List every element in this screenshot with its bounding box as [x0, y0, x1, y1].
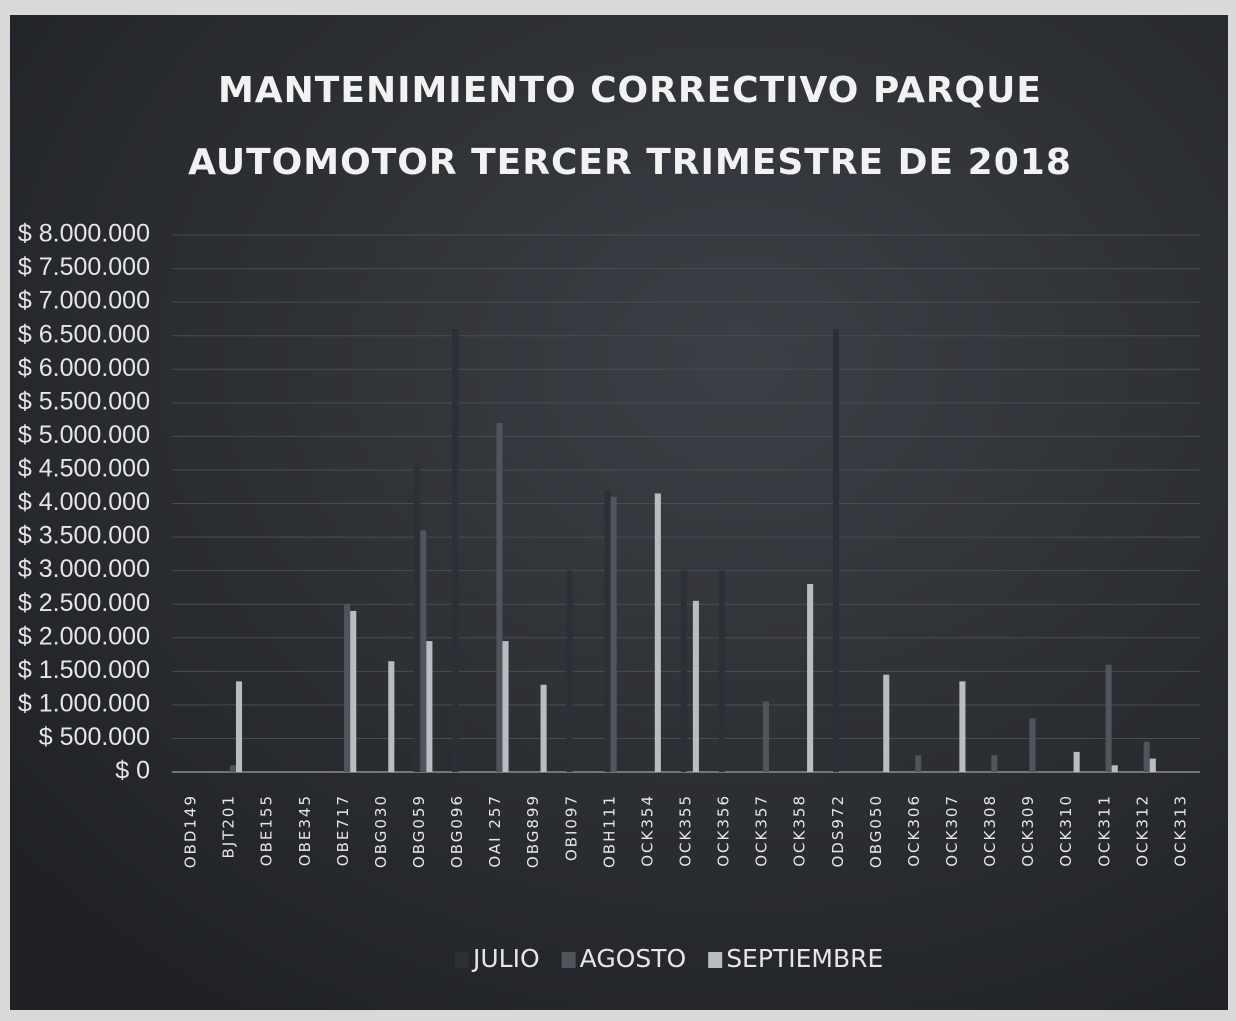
bar — [420, 530, 427, 772]
x-tick-label: OCK313 — [1171, 794, 1189, 867]
bar — [762, 701, 770, 772]
x-tick-label: OCK311 — [1095, 794, 1113, 867]
x-tick-label: OCK355 — [677, 794, 695, 867]
bar — [1143, 741, 1150, 772]
x-tick-label: OCK357 — [753, 794, 771, 867]
x-tick-label: OBG059 — [410, 794, 428, 868]
x-tick-label: OCK308 — [981, 794, 999, 867]
bar — [959, 681, 966, 772]
x-tick-label: OCK358 — [791, 794, 809, 867]
x-tick-label: OBE155 — [258, 794, 276, 866]
y-tick-label: $ 6.000.000 — [18, 354, 150, 382]
bar — [540, 684, 547, 772]
y-tick-label: $ 3.500.000 — [18, 522, 150, 550]
y-tick-label: $ 4.500.000 — [18, 455, 150, 483]
legend-label: AGOSTO — [580, 944, 687, 973]
bar — [235, 681, 243, 772]
bar — [1105, 664, 1112, 772]
x-tick-label: OCK309 — [1019, 794, 1037, 867]
bar — [680, 570, 687, 772]
x-tick-label: OBE345 — [296, 794, 314, 866]
y-tick-label: $ 500.000 — [39, 723, 150, 751]
bar — [388, 661, 395, 772]
y-tick-label: $ 3.000.000 — [18, 555, 150, 583]
legend-label: SEPTIEMBRE — [726, 944, 883, 973]
y-tick-label: $ 5.500.000 — [18, 387, 150, 415]
bar — [350, 610, 357, 772]
legend-label: JULIO — [471, 944, 540, 973]
bar — [566, 570, 573, 772]
x-tick-label: OCK307 — [943, 794, 961, 867]
bar — [915, 755, 922, 772]
bar — [426, 641, 433, 772]
x-tick-label: OBI097 — [562, 794, 580, 861]
y-tick-label: $ 7.000.000 — [18, 287, 150, 315]
y-tick-label: $ 1.000.000 — [18, 689, 150, 717]
bar — [496, 422, 503, 772]
bar — [718, 570, 725, 772]
y-tick-label: $ 6.500.000 — [18, 320, 150, 348]
x-tick-label: OBG050 — [867, 794, 885, 868]
x-tick-label: OCK310 — [1057, 794, 1075, 867]
x-tick-label: OCK306 — [905, 794, 923, 867]
legend-swatch — [708, 952, 723, 968]
bar — [344, 604, 351, 772]
bar — [654, 493, 661, 772]
bar — [1111, 765, 1118, 772]
x-tick-label: OBG899 — [524, 794, 542, 868]
y-tick-label: $ 2.000.000 — [18, 622, 150, 650]
x-tick-label: OAI 257 — [486, 794, 504, 868]
x-tick-label: OBG096 — [448, 794, 466, 868]
x-tick-label: OCK354 — [638, 794, 656, 867]
y-tick-label: $ 4.000.000 — [18, 488, 150, 516]
legend-swatch — [561, 952, 576, 968]
y-tick-label: $ 2.500.000 — [18, 589, 150, 617]
x-tick-label: OBE717 — [334, 794, 352, 866]
y-tick-label: $ 5.000.000 — [18, 421, 150, 449]
y-tick-label: $ 8.000.000 — [18, 220, 150, 248]
bar — [414, 463, 421, 772]
x-tick-label: OBH111 — [600, 794, 618, 868]
bar — [452, 328, 459, 772]
bar — [692, 600, 699, 772]
bar — [883, 674, 890, 772]
x-tick-label: ODS972 — [829, 794, 847, 868]
x-tick-label: BJT201 — [220, 794, 238, 859]
chart-title: MANTENIMIENTO CORRECTIVO PARQUE AUTOMOTO… — [188, 70, 1072, 183]
bar — [604, 490, 611, 772]
bar — [610, 496, 617, 772]
bar — [832, 328, 840, 772]
legend-swatch — [455, 952, 469, 968]
x-tick-label: OBD149 — [182, 794, 200, 868]
bar — [1149, 758, 1156, 772]
bar — [991, 755, 998, 772]
x-tick-label: OCK356 — [715, 794, 733, 867]
chart-background — [10, 15, 1228, 1010]
bar — [229, 765, 236, 772]
x-tick-label: OBG030 — [372, 794, 390, 868]
bar — [807, 584, 814, 772]
y-tick-label: $ 0 — [115, 757, 150, 785]
bar — [1029, 718, 1036, 772]
x-tick-label: OCK312 — [1133, 794, 1151, 867]
y-tick-label: $ 1.500.000 — [18, 656, 150, 684]
bar — [1073, 751, 1080, 772]
bar — [502, 641, 509, 772]
y-tick-label: $ 7.500.000 — [18, 253, 150, 281]
